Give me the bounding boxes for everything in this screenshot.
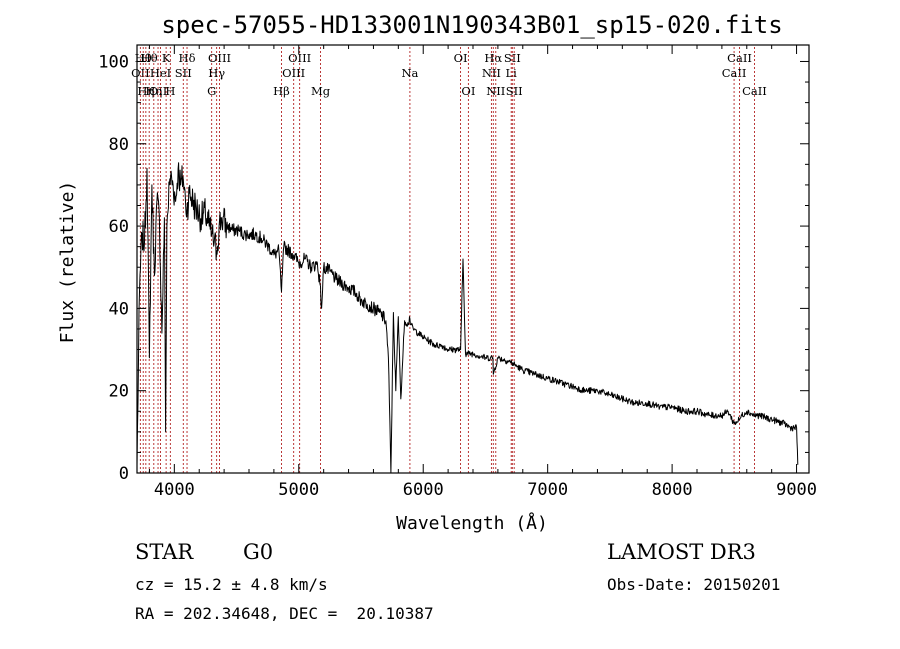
y-tick-label: 40 [109, 299, 129, 319]
x-tick-label: 5000 [278, 480, 319, 500]
line-marker-label: K [162, 51, 171, 65]
y-tick-label: 20 [109, 382, 129, 402]
line-marker-label: HeI [150, 66, 171, 80]
y-tick-label: 60 [109, 217, 129, 237]
line-marker-label: H [165, 84, 175, 98]
y-axis-label: Flux (relative) [57, 181, 78, 344]
x-tick-label: 6000 [403, 480, 444, 500]
x-tick-label: 4000 [154, 480, 195, 500]
coordinates-line: RA = 202.34648, DEC = 20.10387 [135, 604, 434, 623]
obs-date-line: Obs-Date: 20150201 [607, 575, 781, 594]
line-marker-label: OII [149, 84, 168, 98]
x-axis-label: Wavelength (Å) [396, 512, 548, 534]
redshift-line: cz = 15.2 ± 4.8 km/s [135, 575, 328, 594]
line-marker-label: Na [401, 66, 418, 80]
y-tick-label: 0 [119, 464, 129, 484]
x-tick-label: 7000 [527, 480, 568, 500]
line-marker-label: Hα [484, 51, 502, 65]
spectrum-line [136, 162, 799, 474]
line-markers-layer: OIIHθHηHθHηOIIHeIKHSIIHδGHγOIIIHβOIIIOII… [131, 47, 767, 473]
line-marker-label: SII [506, 84, 523, 98]
line-marker-label: OII [131, 66, 150, 80]
line-marker-label: Hη [137, 84, 154, 98]
line-marker-label: OIII [282, 66, 305, 80]
x-tick-label: 9000 [776, 480, 817, 500]
y-tick-label: 80 [109, 135, 129, 155]
line-marker-label: SII [504, 51, 521, 65]
line-marker-label: Hγ [208, 66, 225, 80]
spectrum-data-layer [136, 162, 799, 474]
line-marker-label: Hβ [273, 84, 290, 98]
line-marker-label: Hθ [141, 51, 158, 65]
plot-frame [136, 44, 810, 474]
y-tick-label: 100 [98, 52, 129, 72]
survey-name: LAMOST DR3 [607, 540, 756, 564]
line-marker-label: NII [482, 66, 501, 80]
line-marker-label: G [207, 84, 216, 98]
chart-title: spec-57055-HD133001N190343B01_sp15-020.f… [161, 11, 782, 39]
line-marker-label: Hδ [179, 51, 196, 65]
line-marker-label: SII [175, 66, 192, 80]
line-marker-label: Li [506, 66, 518, 80]
axes-layer: 4000 5000 6000 7000 8000 9000 0 20 40 60 80 100 [98, 44, 817, 500]
object-class: STAR [135, 540, 194, 564]
object-subclass: G0 [243, 540, 274, 564]
line-marker-label: CaII [722, 66, 747, 80]
line-marker-label: OI [461, 84, 475, 98]
line-marker-label: CaII [742, 84, 767, 98]
line-marker-label: CaII [727, 51, 752, 65]
line-marker-label: Mg [311, 84, 331, 98]
x-tick-label: 8000 [652, 480, 693, 500]
line-marker-label: OIII [288, 51, 311, 65]
line-marker-label: OIII [208, 51, 231, 65]
line-marker-label: OI [454, 51, 468, 65]
line-marker-label: NII [486, 84, 505, 98]
